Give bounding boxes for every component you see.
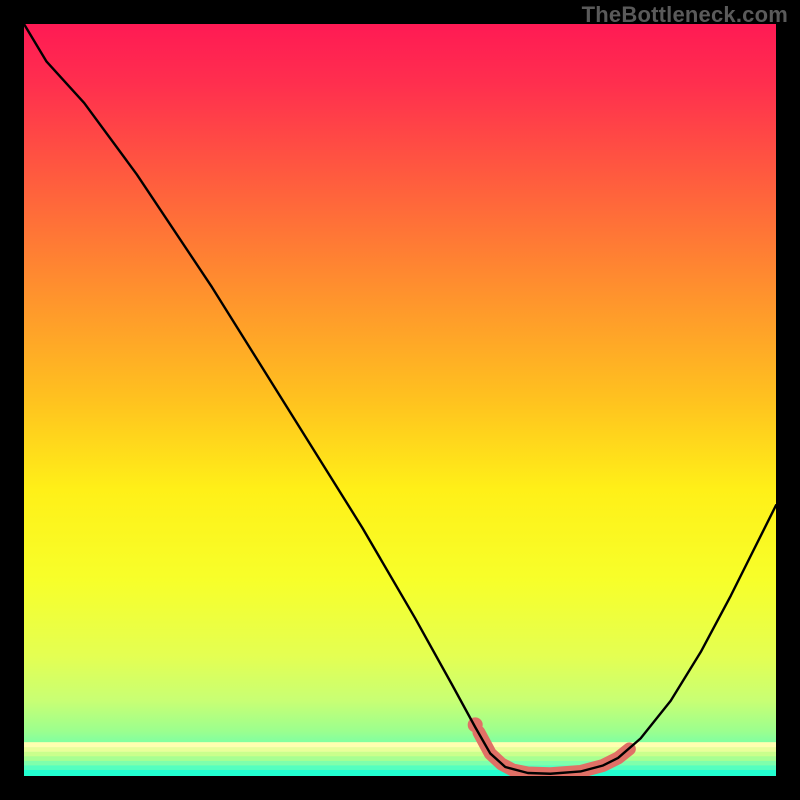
chart-frame: TheBottleneck.com bbox=[0, 0, 800, 800]
plot-area bbox=[24, 24, 776, 776]
gradient-rect bbox=[24, 24, 776, 776]
bottom-bands bbox=[24, 742, 776, 776]
chart-svg bbox=[24, 24, 776, 776]
